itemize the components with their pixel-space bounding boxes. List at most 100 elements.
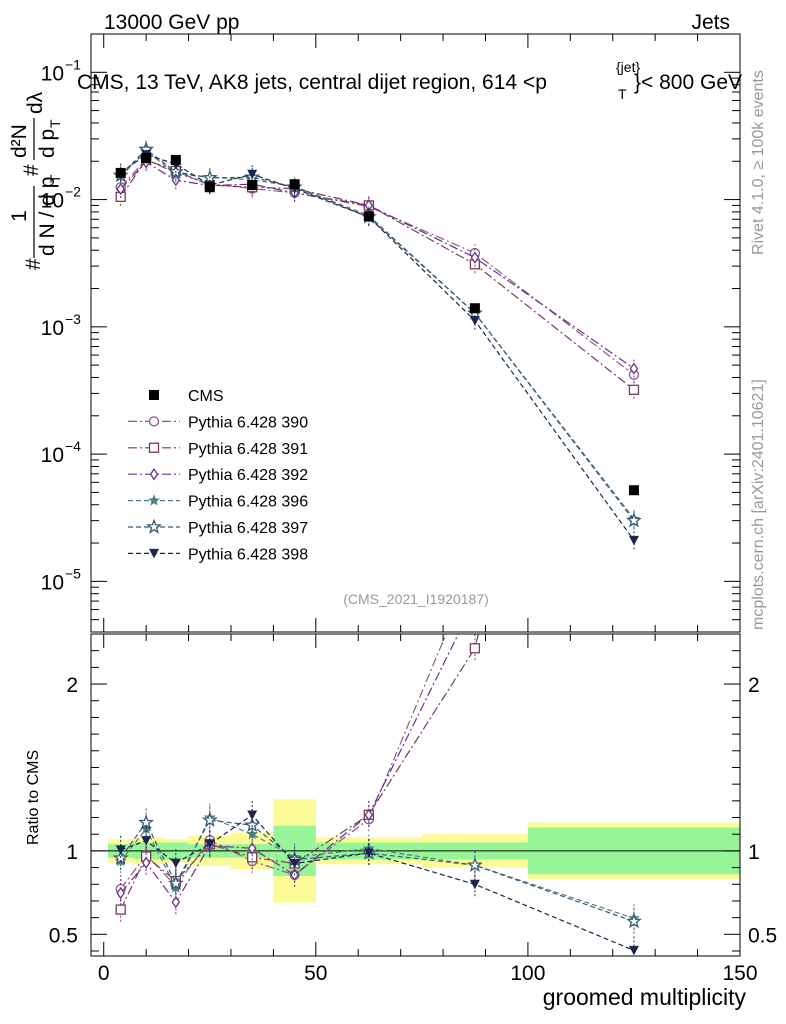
ratio-frame [90, 633, 741, 957]
ylabel-denom: d N / d p [36, 177, 59, 256]
ratio-point-5 [247, 810, 258, 820]
title-sup: {jet} [616, 59, 640, 75]
ratio-point-4 [167, 875, 184, 891]
legend-marker [148, 442, 160, 453]
ylabel-rhs-num: d²N [8, 124, 31, 158]
ratio-point-5 [469, 879, 480, 890]
ratio-point-2 [116, 886, 125, 900]
series-point-2 [629, 362, 639, 375]
legend-label: CMS [188, 388, 224, 405]
ratio-y-tick-label: 1 [66, 841, 78, 864]
cms-data-point [141, 153, 152, 164]
x-tick-label: 0 [98, 962, 110, 985]
cms-data-point [469, 303, 480, 314]
ratio-bands [91, 799, 740, 903]
title-sub: T [618, 86, 627, 102]
ratio-point-5 [628, 945, 639, 956]
collision-label: 13000 GeV pp [104, 11, 239, 34]
ratio-series [112, 560, 642, 956]
series-point-2 [116, 182, 125, 196]
ylabel-one: 1 [8, 210, 31, 222]
ratio-point-4 [244, 816, 261, 832]
series-point-1 [628, 384, 640, 395]
series-line-0 [120, 158, 635, 376]
ratio-point-5 [141, 836, 152, 846]
ratio-y-tick-label-right: 2 [748, 674, 760, 697]
y-tick-exponent: −5 [65, 565, 81, 581]
main-frame [90, 33, 741, 633]
ratio-y-tick-label: 2 [66, 674, 78, 697]
ratio-point-2 [171, 896, 181, 909]
cms-data-point [247, 180, 258, 191]
series-point-5 [628, 535, 639, 546]
ratio-y-tick-label: 0.5 [49, 924, 78, 947]
x-axis-label: groomed multiplicity [543, 984, 747, 1010]
x-tick-label: 150 [722, 962, 757, 985]
ratio-point-0 [470, 560, 479, 569]
cms-data-point [170, 154, 181, 165]
analysis-id: (CMS_2021_I1920187) [343, 591, 489, 607]
y-tick-label: 10 [41, 571, 64, 594]
ratio-point-5 [115, 845, 126, 855]
legend-label: Pythia 6.428 398 [188, 546, 308, 563]
svg-text:CMS, 13 TeV, AK8 jets, central: CMS, 13 TeV, AK8 jets, central dijet reg… [77, 71, 547, 94]
ylabel-denom-sub: T [47, 174, 63, 183]
series-point-4 [626, 512, 642, 528]
legend: CMS Pythia 6.428 390 Pythia 6.428 391 Pythi… [128, 388, 308, 563]
y-tick-exponent: −3 [65, 311, 81, 327]
ratio-point-1 [469, 643, 481, 654]
ratio-line-3 [120, 816, 635, 919]
ratio-y-label: Ratio to CMS [25, 750, 42, 845]
ratio-point-1 [115, 904, 126, 915]
ratio-line-2 [120, 634, 460, 904]
legend-marker [147, 494, 161, 506]
legend-marker [148, 416, 160, 427]
title-main: CMS, 13 TeV, AK8 jets, central dijet reg… [77, 71, 547, 94]
ratio-point-5 [204, 839, 215, 850]
y-axis-label: # 1 d N / d p T # d²N d p T dλ [8, 91, 63, 270]
series-line-4 [120, 148, 635, 521]
series-point-2 [470, 251, 480, 264]
ratio-y-tick-label-right: 1 [748, 841, 760, 864]
legend-label: Pythia 6.428 392 [188, 467, 308, 484]
main-series [112, 140, 642, 550]
cms-data-point [363, 211, 374, 222]
y-tick-label: 10 [41, 62, 64, 85]
series-point-5 [247, 169, 258, 180]
cms-data-point [289, 179, 300, 190]
ratio-y-tick-label-right: 0.5 [748, 924, 777, 947]
ratio-point-4 [626, 913, 642, 929]
x-tick-label: 100 [510, 962, 545, 985]
legend-label: Pythia 6.428 390 [188, 414, 308, 431]
legend-label: Pythia 6.428 396 [188, 494, 308, 511]
y-tick-label: 10 [41, 317, 64, 340]
ratio-point-5 [170, 858, 181, 869]
legend-marker [149, 390, 159, 400]
rivet-tag: Rivet 4.1.0, ≥ 100k events [750, 70, 767, 255]
legend-marker [149, 548, 159, 559]
series-point-5 [469, 316, 480, 326]
legend-label: Pythia 6.428 397 [188, 520, 308, 537]
series-line-3 [120, 150, 635, 520]
cms-data-point [115, 167, 126, 178]
y-tick-label: 10 [41, 444, 64, 467]
title-end: }< 800 GeV [634, 71, 742, 94]
ratio-point-2 [364, 808, 374, 821]
ylabel-hash2: # [20, 164, 43, 176]
series-line-2 [120, 161, 635, 370]
series-line-1 [120, 159, 635, 391]
ylabel-rhs-denom: d p [36, 129, 59, 158]
ratio-point-5 [363, 848, 374, 859]
ratio-point-2 [141, 856, 151, 869]
cms-data-point [204, 182, 215, 193]
x-tick-label: 50 [304, 962, 327, 985]
ratio-point-4 [201, 811, 218, 828]
y-tick-exponent: −1 [65, 56, 81, 72]
ratio-point-4 [138, 814, 155, 830]
category-label: Jets [691, 11, 730, 34]
ratio-point-4 [466, 856, 483, 873]
site-tag: mcplots.cern.ch [arXiv:2401.10621] [750, 379, 767, 630]
